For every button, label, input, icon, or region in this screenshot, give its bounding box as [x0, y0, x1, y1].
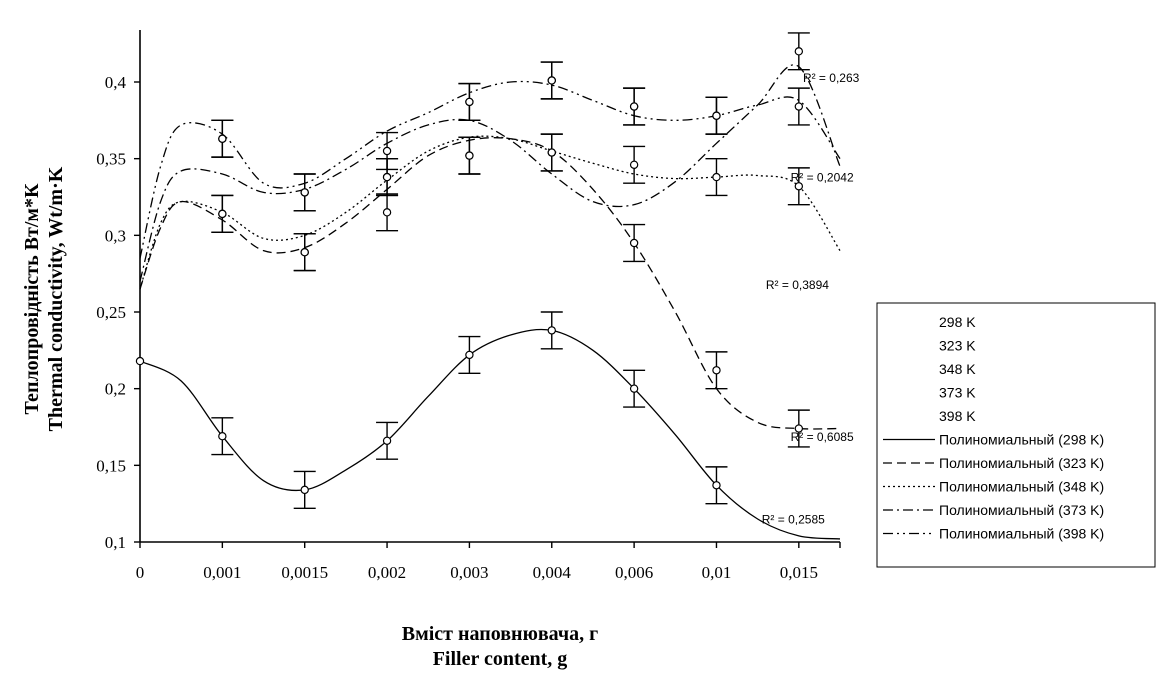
r2-label-4: R² = 0,263	[803, 71, 860, 85]
data-point-2	[712, 172, 721, 182]
r2-label-1: R² = 0,6085	[791, 430, 854, 444]
legend-label-trend-2: Полиномиальный (348 K)	[939, 479, 1104, 495]
x-tick-label: 0,006	[615, 563, 653, 582]
data-point-2	[547, 148, 556, 157]
y-tick-label: 0,4	[105, 73, 127, 92]
data-point-0	[382, 436, 392, 445]
data-point-4	[382, 172, 392, 182]
data-point-1	[712, 366, 721, 375]
data-point-0	[547, 326, 556, 335]
x-tick-label: 0,001	[203, 563, 241, 582]
x-tick-label: 0,003	[450, 563, 488, 582]
y-tick-label: 0,1	[105, 533, 126, 552]
x-tick-label: 0,002	[368, 563, 406, 582]
legend-label-trend-1: Полиномиальный (323 K)	[939, 455, 1104, 471]
data-point-4	[794, 102, 804, 111]
x-tick-label: 0,01	[702, 563, 732, 582]
data-point-4	[712, 111, 721, 120]
data-point-3	[382, 146, 392, 156]
r2-label-2: R² = 0,3894	[766, 278, 829, 292]
y-axis-title: Теплопровідність Вт/м*К	[21, 183, 43, 415]
data-point-2	[218, 209, 227, 219]
data-point-2	[300, 247, 309, 257]
data-point-3	[794, 47, 804, 56]
trendlines	[139, 64, 841, 540]
x-tick-label: 0,004	[533, 563, 572, 582]
data-point-0	[300, 485, 309, 495]
trendline-1	[139, 137, 841, 430]
trendline-0	[139, 328, 841, 540]
y-tick-label: 0,3	[105, 226, 126, 245]
data-point-0	[465, 350, 474, 360]
data-point-1	[382, 208, 392, 217]
y-tick-label: 0,25	[96, 303, 126, 322]
legend-label-series-3: 373 K	[939, 385, 976, 401]
data-point-2	[629, 160, 639, 169]
trendline-2	[139, 135, 841, 290]
data-points	[135, 32, 810, 509]
data-point-0	[218, 432, 227, 441]
trendline-3	[139, 64, 841, 282]
data-point-4	[547, 76, 556, 85]
legend-label-series-4: 398 K	[939, 408, 976, 424]
legend-label-trend-0: Полиномиальный (298 K)	[939, 432, 1104, 448]
r2-label-3: R² = 0,2042	[791, 171, 854, 185]
legend-label-series-0: 298 K	[939, 314, 976, 330]
data-point-4	[218, 134, 227, 143]
data-point-2	[465, 151, 474, 160]
legend-label-series-1: 323 K	[939, 338, 976, 354]
data-point-0	[135, 356, 145, 366]
legend-label-series-2: 348 K	[939, 361, 976, 377]
legend-box	[876, 302, 1156, 568]
legend-label-trend-4: Полиномиальный (398 K)	[939, 526, 1104, 542]
y-tick-label: 0,15	[96, 456, 126, 475]
data-point-0	[629, 384, 639, 393]
axis-titles: Вміст наповнювача, г Filler content, g Теп…	[21, 166, 598, 670]
x-tick-label: 0	[136, 563, 145, 582]
x-tick-label: 0,015	[780, 563, 818, 582]
r2-labels: R² = 0,2585 R² = 0,6085 R² = 0,3894 R² = 0,…	[762, 71, 860, 527]
x-tick-label: 0,0015	[281, 563, 328, 582]
data-point-4	[300, 188, 309, 197]
x-axis-title-en: Filler content, g	[433, 648, 568, 670]
data-point-4	[465, 97, 474, 107]
legend: 298 K 323 K 348 K 373 K 398 K Полиномиальный …	[876, 302, 1156, 568]
y-tick-label: 0,35	[96, 150, 126, 169]
axes: 0,1 0,15 0,2 0,25 0,3 0,35 0,4 0 0,001 0,0015 0,00…	[96, 30, 841, 582]
r2-label-0: R² = 0,2585	[762, 513, 825, 527]
trendline-4	[139, 80, 841, 259]
legend-label-trend-3: Полиномиальный (373 K)	[939, 502, 1104, 518]
data-point-0	[712, 481, 721, 490]
data-point-4	[629, 102, 639, 111]
data-point-1	[629, 238, 639, 248]
y-tick-label: 0,2	[105, 380, 126, 399]
data-point-2	[794, 182, 804, 191]
y-axis-title-en: Thermal conductivity, Wt/m·K	[45, 166, 67, 431]
data-point-1	[794, 424, 804, 433]
x-axis-title: Вміст наповнювача, г	[402, 623, 598, 645]
